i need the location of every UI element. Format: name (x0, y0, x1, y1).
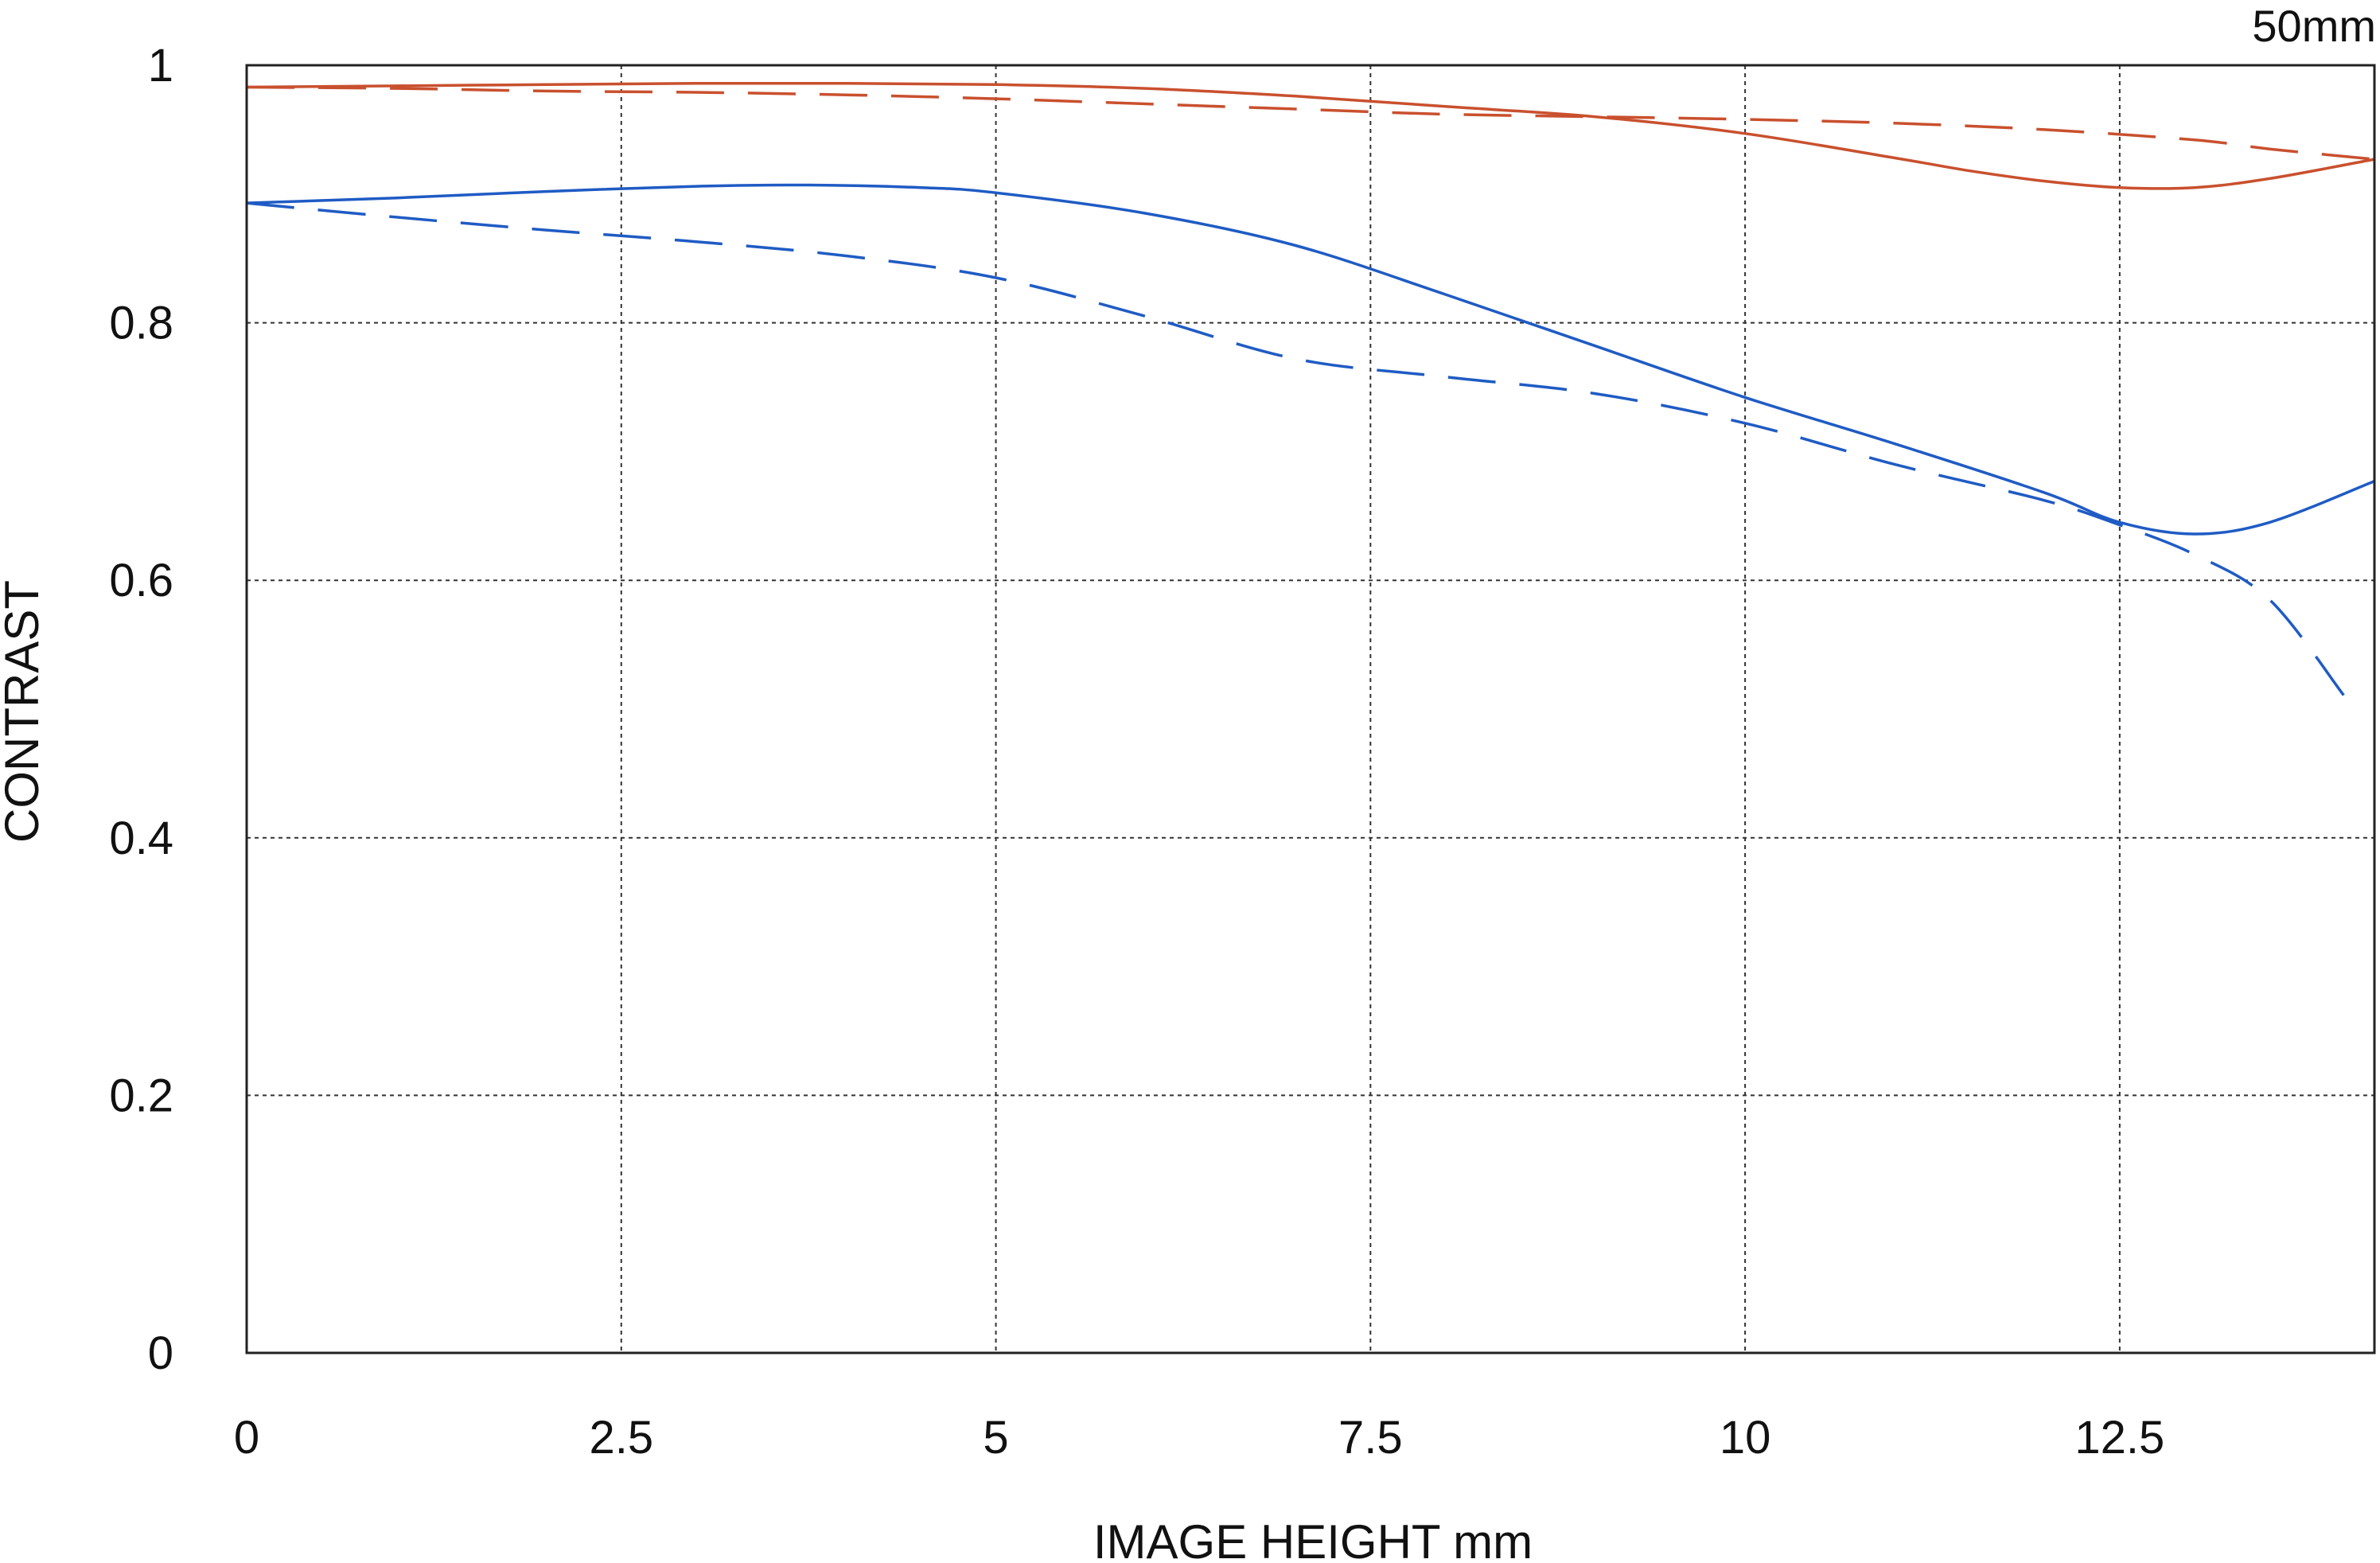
y-tick-label-4: 0.8 (109, 298, 173, 349)
x-tick-label-0: 0 (234, 1412, 259, 1464)
series-lines (246, 81, 2375, 697)
y-tick-label-3: 0.6 (109, 555, 173, 606)
y-tick-label-0: 0 (148, 1327, 173, 1379)
y-tick-label-5: 1 (148, 40, 173, 92)
plot-frame (245, 64, 2376, 1354)
x-tick-label-4: 10 (1720, 1412, 1771, 1464)
series-line-0 (246, 81, 2375, 190)
y-tick-label-2: 0.4 (109, 813, 173, 864)
x-tick-label-1: 2.5 (589, 1412, 653, 1464)
series-line-2 (246, 183, 2375, 536)
tick-labels: 0 2.5 5 7.5 10 12.5 0 0.2 0.4 0.6 0.8 1 (109, 40, 2164, 1464)
focal-length-label: 50mm (2252, 1, 2376, 51)
x-tick-label-5: 12.5 (2074, 1412, 2164, 1464)
y-axis-label: CONTRAST (0, 580, 49, 843)
series-line-1 (246, 85, 2375, 161)
x-axis-label: IMAGE HEIGHT mm (1093, 1515, 1533, 1563)
series-line-3 (246, 201, 2346, 697)
grid-lines (247, 65, 2374, 1353)
y-tick-label-1: 0.2 (109, 1070, 173, 1121)
x-tick-label-2: 5 (983, 1412, 1008, 1464)
x-tick-label-3: 7.5 (1338, 1412, 1403, 1464)
